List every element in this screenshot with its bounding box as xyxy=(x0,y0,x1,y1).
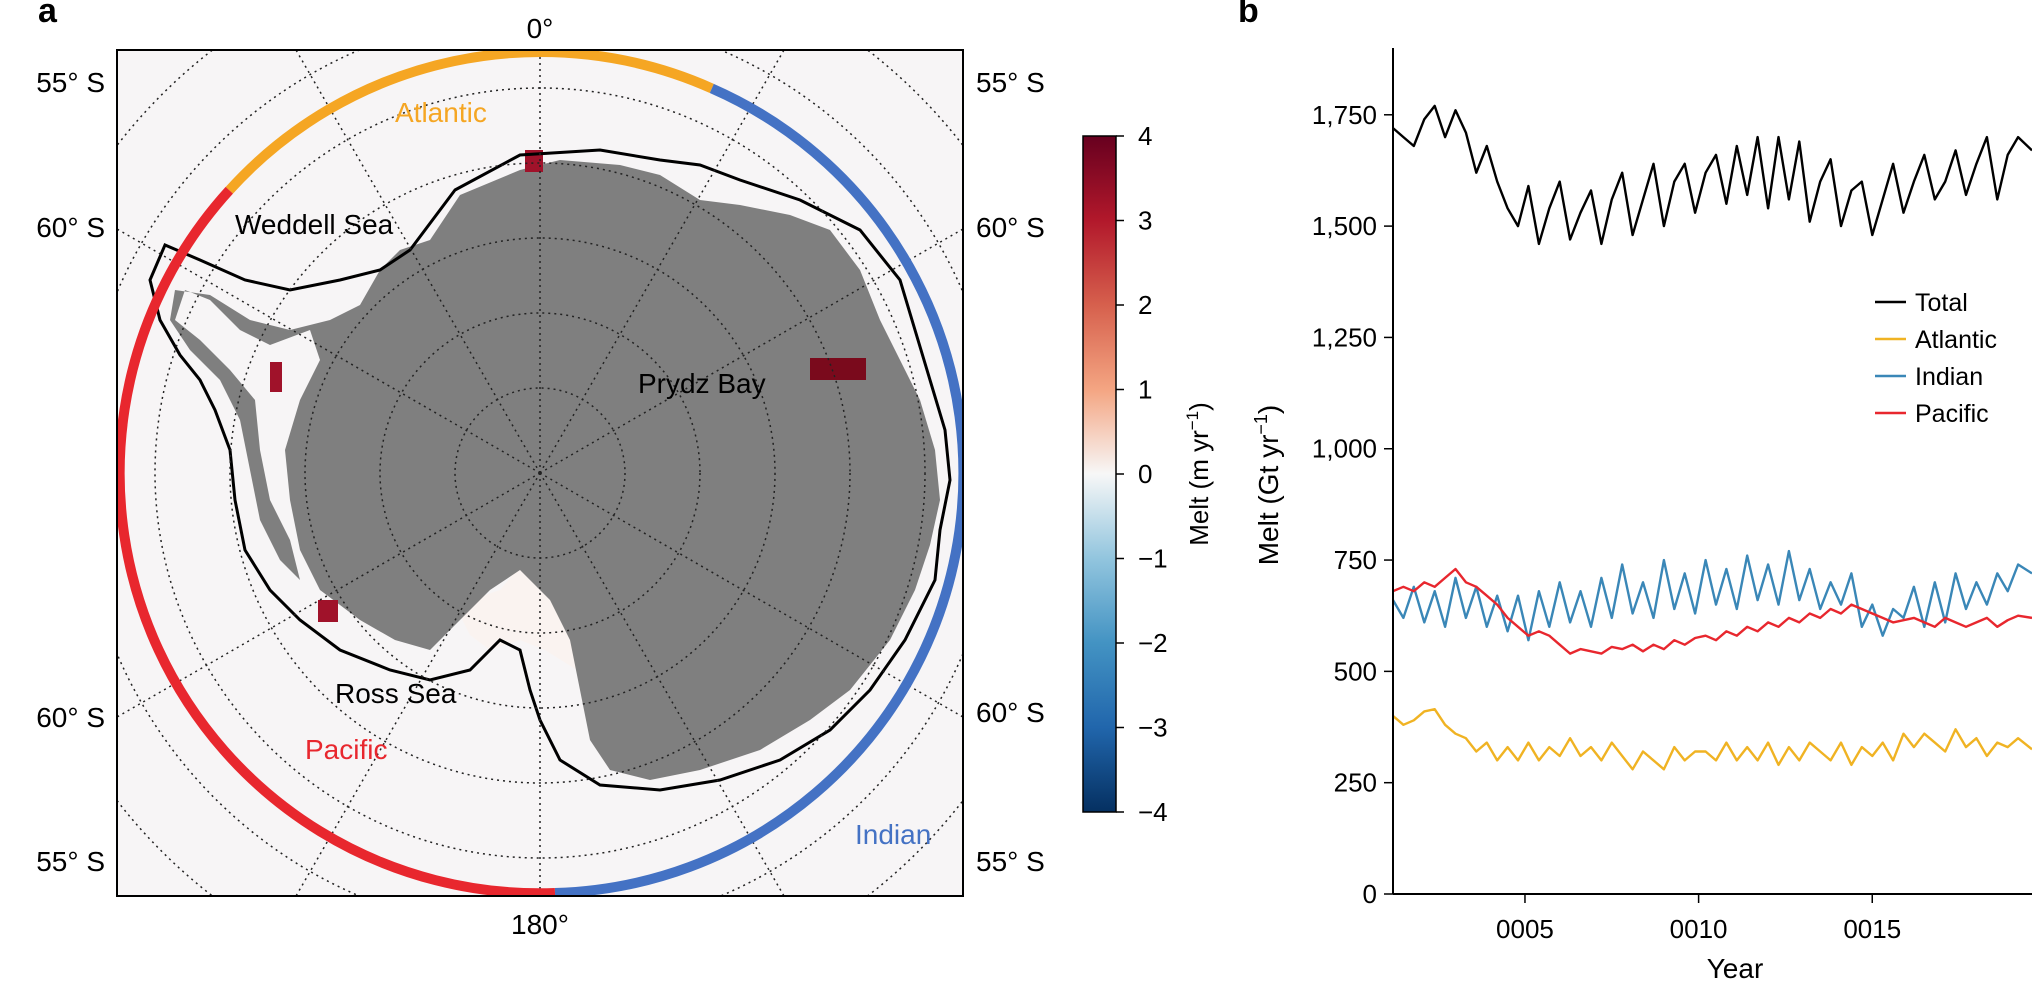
series-line-indian xyxy=(1393,549,2032,642)
antarctica-melt-map: 0° 180° 55° S 60° S 60° S 55° S 55° S 60… xyxy=(36,13,1214,940)
colorbar-tick-label-3: 1 xyxy=(1138,375,1152,405)
colorbar-tick-label-4: 0 xyxy=(1138,459,1152,489)
y-axis-label-sup: −1 xyxy=(1251,414,1271,435)
sector-ring-atlantic xyxy=(225,50,714,194)
continental-contour xyxy=(148,148,952,792)
y-axis-label-end: ) xyxy=(1253,405,1284,414)
legend: Total Atlantic Indian Pacific xyxy=(1875,289,1997,428)
y-tick-label-7: 1,750 xyxy=(1312,100,1377,130)
y-tick-label-5: 1,250 xyxy=(1312,322,1377,352)
sector-ring xyxy=(117,50,963,896)
lat-label-left-3: 60° S xyxy=(36,702,105,733)
colorbar-label-main: Melt (m yr xyxy=(1184,430,1214,546)
legend-label-indian: Indian xyxy=(1915,363,1983,391)
x-tick-label-1: 0010 xyxy=(1670,914,1728,944)
y-axis-label-main: Melt (Gt yr xyxy=(1253,435,1284,566)
melt-hotspot-prydz xyxy=(810,358,866,380)
melt-hotspot-amundsen xyxy=(318,600,338,622)
lon-label-top: 0° xyxy=(527,13,554,44)
x-tick-label-0: 0005 xyxy=(1496,914,1554,944)
map-frame xyxy=(116,49,964,897)
y-tick-label-6: 1,500 xyxy=(1312,211,1377,241)
sector-label-pacific: Pacific xyxy=(305,734,387,765)
place-label-weddell: Weddell Sea xyxy=(235,209,394,240)
sector-label-indian: Indian xyxy=(855,819,931,850)
sector-ring-indian xyxy=(554,83,963,896)
colorbar-tick-label-6: −2 xyxy=(1138,628,1168,658)
panel-label-b: b xyxy=(1238,0,1259,30)
lon-label-bottom: 180° xyxy=(511,909,569,940)
legend-label-pacific: Pacific xyxy=(1915,400,1989,428)
lat-label-left-4: 55° S xyxy=(36,846,105,877)
series-line-total xyxy=(1393,104,2032,246)
colorbar-tick-label-0: 4 xyxy=(1138,121,1152,151)
colorbar-tick-label-1: 3 xyxy=(1138,206,1152,236)
lat-label-right-1: 55° S xyxy=(976,67,1045,98)
lat-label-right-4: 55° S xyxy=(976,846,1045,877)
series-line-atlantic xyxy=(1393,708,2032,771)
y-tick-label-3: 750 xyxy=(1334,545,1377,575)
y-tick-label-4: 1,000 xyxy=(1312,434,1377,464)
sector-ring-pacific xyxy=(117,186,556,896)
x-axis-label: Year xyxy=(1707,953,1764,984)
y-tick-label-1: 250 xyxy=(1334,768,1377,798)
legend-label-total: Total xyxy=(1915,289,1968,317)
colorbar-label: Melt (m yr−1) xyxy=(1183,402,1214,546)
melt-hotspot-peninsula xyxy=(270,362,282,392)
y-tick-label-2: 500 xyxy=(1334,656,1377,686)
colorbar-tick-label-2: 2 xyxy=(1138,290,1152,320)
panel-label-a: a xyxy=(38,0,58,30)
colorbar-tick-label-5: −1 xyxy=(1138,544,1168,574)
place-label-prydz: Prydz Bay xyxy=(638,368,766,399)
colorbar-tick-label-8: −4 xyxy=(1138,797,1168,827)
x-tick-label-2: 0015 xyxy=(1843,914,1901,944)
lat-label-left-1: 55° S xyxy=(36,67,105,98)
colorbar-label-sup: −1 xyxy=(1183,411,1202,430)
graticule-meridians xyxy=(117,50,963,896)
legend-label-atlantic: Atlantic xyxy=(1915,326,1997,354)
melt-timeseries-chart: 0 250 500 750 1,000 1,250 1,500 1,750 0005 0010 0… xyxy=(1251,48,2032,984)
y-axis-label: Melt (Gt yr−1) xyxy=(1251,405,1284,566)
colorbar-tick-label-7: −3 xyxy=(1138,713,1168,743)
place-label-ross: Ross Sea xyxy=(335,678,457,709)
sector-label-atlantic: Atlantic xyxy=(395,97,487,128)
colorbar-label-end: ) xyxy=(1184,402,1214,411)
series-line-pacific xyxy=(1393,567,2032,655)
lat-label-left-2: 60° S xyxy=(36,212,105,243)
colorbar-gradient xyxy=(1082,135,1117,813)
lat-label-right-3: 60° S xyxy=(976,697,1045,728)
y-tick-label-0: 0 xyxy=(1363,879,1377,909)
grounded-ice xyxy=(170,160,940,780)
lat-label-right-2: 60° S xyxy=(976,212,1045,243)
